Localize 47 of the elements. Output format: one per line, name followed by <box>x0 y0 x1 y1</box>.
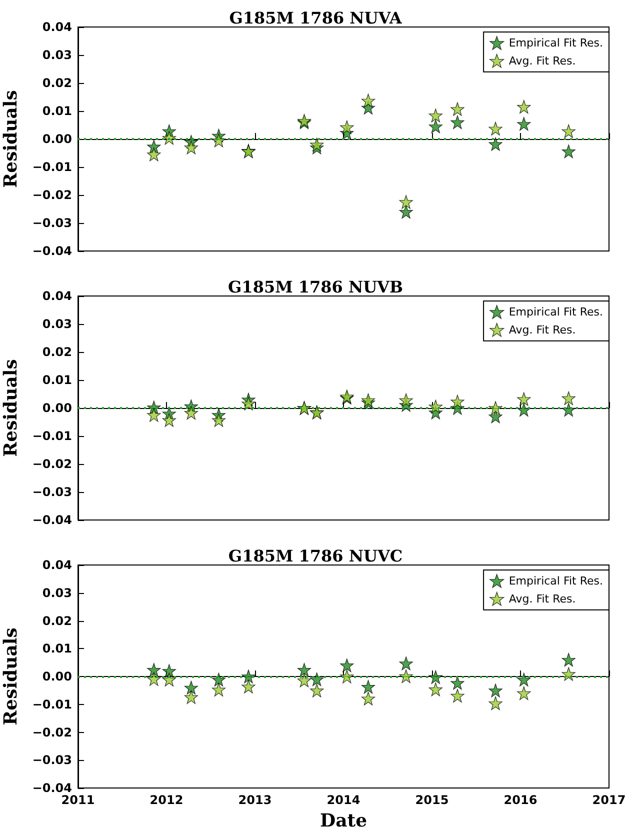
y-tick-label: −0.03 <box>32 485 72 499</box>
y-tick-label: 0.03 <box>42 586 72 600</box>
y-tick-label: −0.04 <box>32 513 72 527</box>
y-tick-label: −0.03 <box>32 753 72 768</box>
y-tick-label: −0.01 <box>32 429 72 443</box>
y-tick-label: 0.01 <box>42 373 72 387</box>
x-tick-label: 2017 <box>592 793 626 807</box>
y-tick-label: −0.01 <box>32 160 72 174</box>
y-tick-label: −0.02 <box>32 188 72 202</box>
x-tick-label: 2011 <box>61 793 95 807</box>
y-tick-label: −0.02 <box>32 725 72 740</box>
x-tick-label: 2015 <box>415 793 449 807</box>
x-axis-title: Date <box>320 810 368 829</box>
legend-label: Empirical Fit Res. <box>508 305 604 318</box>
x-tick-label: 2016 <box>504 793 538 807</box>
y-tick-label: 0.02 <box>42 345 72 359</box>
legend-label: Empirical Fit Res. <box>508 574 604 588</box>
legend-label: Avg. Fit Res. <box>508 54 576 68</box>
y-axis-title: Residuals <box>0 90 22 188</box>
y-tick-label: 0.03 <box>42 317 72 331</box>
y-tick-label: 0.01 <box>42 642 72 656</box>
y-tick-label: −0.01 <box>32 697 72 712</box>
x-tick-label: 2013 <box>238 793 272 807</box>
y-tick-label: 0.04 <box>42 289 72 303</box>
chart-title: G185M 1786 NUVC <box>228 546 403 566</box>
y-tick-label: 0.03 <box>42 48 72 62</box>
x-tick-label: 2012 <box>150 793 184 807</box>
legend-label: Avg. Fit Res. <box>508 592 576 606</box>
y-tick-label: 0.00 <box>42 670 72 684</box>
y-tick-label: 0.00 <box>42 401 72 415</box>
y-axis-title: Residuals <box>0 628 22 726</box>
y-tick-label: 0.04 <box>42 558 72 572</box>
y-tick-label: 0.02 <box>42 614 72 628</box>
y-axis-title: Residuals <box>0 359 22 457</box>
chart-title: G185M 1786 NUVB <box>228 278 403 296</box>
x-tick-label: 2014 <box>326 793 360 807</box>
y-tick-label: −0.03 <box>32 216 72 230</box>
y-tick-label: −0.04 <box>32 244 72 258</box>
chart-title: G185M 1786 NUVA <box>229 8 402 28</box>
y-tick-label: 0.02 <box>42 76 72 90</box>
y-tick-label: −0.04 <box>32 781 72 795</box>
y-tick-label: 0.01 <box>42 104 72 118</box>
y-tick-label: −0.02 <box>32 457 72 471</box>
legend-label: Avg. Fit Res. <box>508 323 576 336</box>
y-tick-label: 0.04 <box>42 20 72 34</box>
y-tick-label: 0.00 <box>42 132 72 146</box>
legend-label: Empirical Fit Res. <box>508 36 604 50</box>
